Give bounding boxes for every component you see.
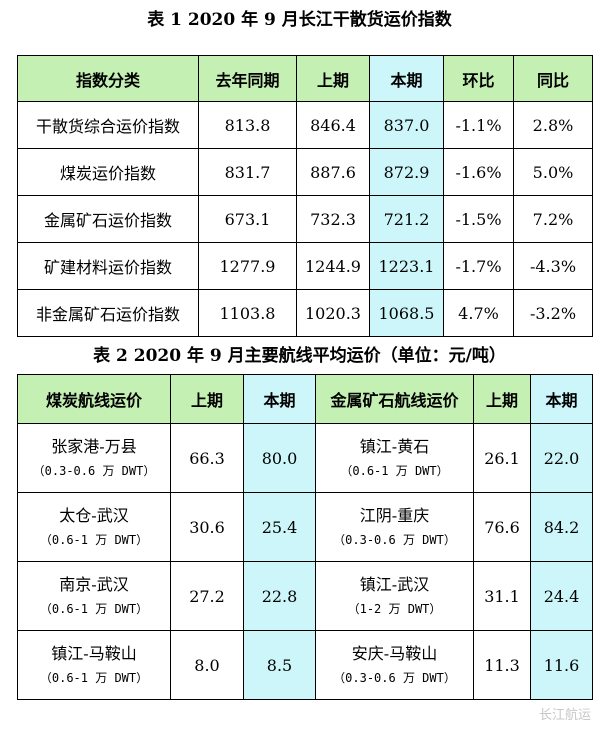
- current-value: 1223.1: [369, 242, 444, 290]
- ore-route-capacity: （1-2 万 DWT）: [347, 602, 442, 616]
- ore-route-capacity: （0.6-1 万 DWT）: [340, 464, 449, 478]
- ore-route-name: 镇江-武汉: [359, 575, 430, 594]
- last-year-value: 673.1: [198, 195, 297, 243]
- table-row: 干散货综合运价指数 813.8 846.4 837.0 -1.1% 2.8%: [17, 101, 593, 149]
- previous-value: 1244.9: [296, 242, 370, 290]
- ore-route-capacity: （0.3-0.6 万 DWT）: [333, 533, 456, 547]
- last-year-value: 1277.9: [198, 242, 297, 290]
- last-year-value: 1103.8: [198, 289, 297, 337]
- previous-value: 732.3: [296, 195, 370, 243]
- index-name: 煤炭运价指数: [17, 148, 199, 196]
- coal-route-cell: 南京-武汉 （0.6-1 万 DWT）: [17, 561, 171, 631]
- table1-title: 表 1 2020 年 9 月长江干散货运价指数: [147, 10, 452, 30]
- ore-route-name: 安庆-马鞍山: [351, 644, 438, 663]
- previous-value: 1020.3: [296, 289, 370, 337]
- table1-header-row: 指数分类 去年同期 上期 本期 环比 同比: [17, 55, 593, 102]
- header-current-period: 本期: [369, 55, 444, 102]
- yoy-value: 2.8%: [513, 101, 593, 149]
- table-row: 金属矿石运价指数 673.1 732.3 721.2 -1.5% 7.2%: [17, 195, 593, 243]
- ore-previous-value: 31.1: [473, 561, 531, 631]
- coal-current-value: 80.0: [243, 423, 316, 493]
- ore-route-name: 镇江-黄石: [359, 437, 430, 456]
- header-coal-previous: 上期: [170, 374, 244, 424]
- table-row: 煤炭运价指数 831.7 887.6 872.9 -1.6% 5.0%: [17, 148, 593, 196]
- header-previous-period: 上期: [296, 55, 370, 102]
- table-row: 张家港-万县 （0.3-0.6 万 DWT） 66.3 80.0 镇江-黄石 （…: [17, 423, 593, 493]
- previous-value: 846.4: [296, 101, 370, 149]
- coal-previous-value: 8.0: [170, 630, 244, 700]
- last-year-value: 831.7: [198, 148, 297, 196]
- coal-current-value: 22.8: [243, 561, 316, 631]
- header-coal-route: 煤炭航线运价: [17, 374, 171, 424]
- last-year-value: 813.8: [198, 101, 297, 149]
- coal-current-value: 25.4: [243, 492, 316, 562]
- ore-route-cell: 镇江-黄石 （0.6-1 万 DWT）: [315, 423, 474, 493]
- coal-route-capacity: （0.3-0.6 万 DWT）: [32, 464, 156, 478]
- ore-previous-value: 76.6: [473, 492, 531, 562]
- mom-value: -1.5%: [443, 195, 514, 243]
- yoy-value: 5.0%: [513, 148, 593, 196]
- header-ore-previous: 上期: [473, 374, 531, 424]
- coal-current-value: 8.5: [243, 630, 316, 700]
- route-freight-table: 煤炭航线运价 上期 本期 金属矿石航线运价 上期 本期 张家港-万县 （0.3-…: [17, 374, 593, 700]
- header-yoy-change: 同比: [513, 55, 593, 102]
- coal-route-capacity: （0.6-1 万 DWT）: [39, 671, 149, 685]
- coal-previous-value: 30.6: [170, 492, 244, 562]
- yoy-value: 7.2%: [513, 195, 593, 243]
- mom-value: -1.1%: [443, 101, 514, 149]
- coal-route-capacity: （0.6-1 万 DWT）: [39, 533, 149, 547]
- table2-title: 表 2 2020 年 9 月主要航线平均运价（单位：元/吨）: [93, 346, 506, 366]
- table-row: 非金属矿石运价指数 1103.8 1020.3 1068.5 4.7% -3.2…: [17, 289, 593, 337]
- coal-route-name: 太仓-武汉: [59, 506, 129, 525]
- header-last-year: 去年同期: [198, 55, 297, 102]
- ore-current-value: 84.2: [530, 492, 593, 562]
- ore-current-value: 11.6: [530, 630, 593, 700]
- current-value: 721.2: [369, 195, 444, 243]
- mom-value: 4.7%: [443, 289, 514, 337]
- coal-route-cell: 镇江-马鞍山 （0.6-1 万 DWT）: [17, 630, 171, 700]
- freight-index-table: 指数分类 去年同期 上期 本期 环比 同比 干散货综合运价指数 813.8 84…: [17, 55, 593, 337]
- previous-value: 887.6: [296, 148, 370, 196]
- ore-current-value: 24.4: [530, 561, 593, 631]
- mom-value: -1.6%: [443, 148, 514, 196]
- index-name: 矿建材料运价指数: [17, 242, 199, 290]
- table-row: 矿建材料运价指数 1277.9 1244.9 1223.1 -1.7% -4.3…: [17, 242, 593, 290]
- coal-route-cell: 太仓-武汉 （0.6-1 万 DWT）: [17, 492, 171, 562]
- index-name: 非金属矿石运价指数: [17, 289, 199, 337]
- ore-previous-value: 11.3: [473, 630, 531, 700]
- coal-route-capacity: （0.6-1 万 DWT）: [39, 602, 149, 616]
- coal-route-cell: 张家港-万县 （0.3-0.6 万 DWT）: [17, 423, 171, 493]
- current-value: 872.9: [369, 148, 444, 196]
- table2-header-row: 煤炭航线运价 上期 本期 金属矿石航线运价 上期 本期: [17, 374, 593, 424]
- coal-route-name: 张家港-万县: [51, 437, 137, 456]
- ore-route-capacity: （0.3-0.6 万 DWT）: [333, 671, 456, 685]
- header-ore-route: 金属矿石航线运价: [315, 374, 474, 424]
- yoy-value: -4.3%: [513, 242, 593, 290]
- ore-route-name: 江阴-重庆: [359, 506, 430, 525]
- ore-route-cell: 江阴-重庆 （0.3-0.6 万 DWT）: [315, 492, 474, 562]
- header-mom-change: 环比: [443, 55, 514, 102]
- coal-route-name: 南京-武汉: [59, 575, 129, 594]
- current-value: 837.0: [369, 101, 444, 149]
- coal-previous-value: 66.3: [170, 423, 244, 493]
- table-row: 太仓-武汉 （0.6-1 万 DWT） 30.6 25.4 江阴-重庆 （0.3…: [17, 492, 593, 562]
- current-value: 1068.5: [369, 289, 444, 337]
- coal-route-name: 镇江-马鞍山: [51, 644, 137, 663]
- header-index-category: 指数分类: [17, 55, 199, 102]
- yoy-value: -3.2%: [513, 289, 593, 337]
- index-name: 干散货综合运价指数: [17, 101, 199, 149]
- coal-previous-value: 27.2: [170, 561, 244, 631]
- index-name: 金属矿石运价指数: [17, 195, 199, 243]
- ore-route-cell: 安庆-马鞍山 （0.3-0.6 万 DWT）: [315, 630, 474, 700]
- ore-previous-value: 26.1: [473, 423, 531, 493]
- table-row: 南京-武汉 （0.6-1 万 DWT） 27.2 22.8 镇江-武汉 （1-2…: [17, 561, 593, 631]
- ore-current-value: 22.0: [530, 423, 593, 493]
- header-ore-current: 本期: [530, 374, 593, 424]
- mom-value: -1.7%: [443, 242, 514, 290]
- ore-route-cell: 镇江-武汉 （1-2 万 DWT）: [315, 561, 474, 631]
- watermark: 长江航运: [538, 708, 591, 723]
- header-coal-current: 本期: [243, 374, 316, 424]
- table-row: 镇江-马鞍山 （0.6-1 万 DWT） 8.0 8.5 安庆-马鞍山 （0.3…: [17, 630, 593, 700]
